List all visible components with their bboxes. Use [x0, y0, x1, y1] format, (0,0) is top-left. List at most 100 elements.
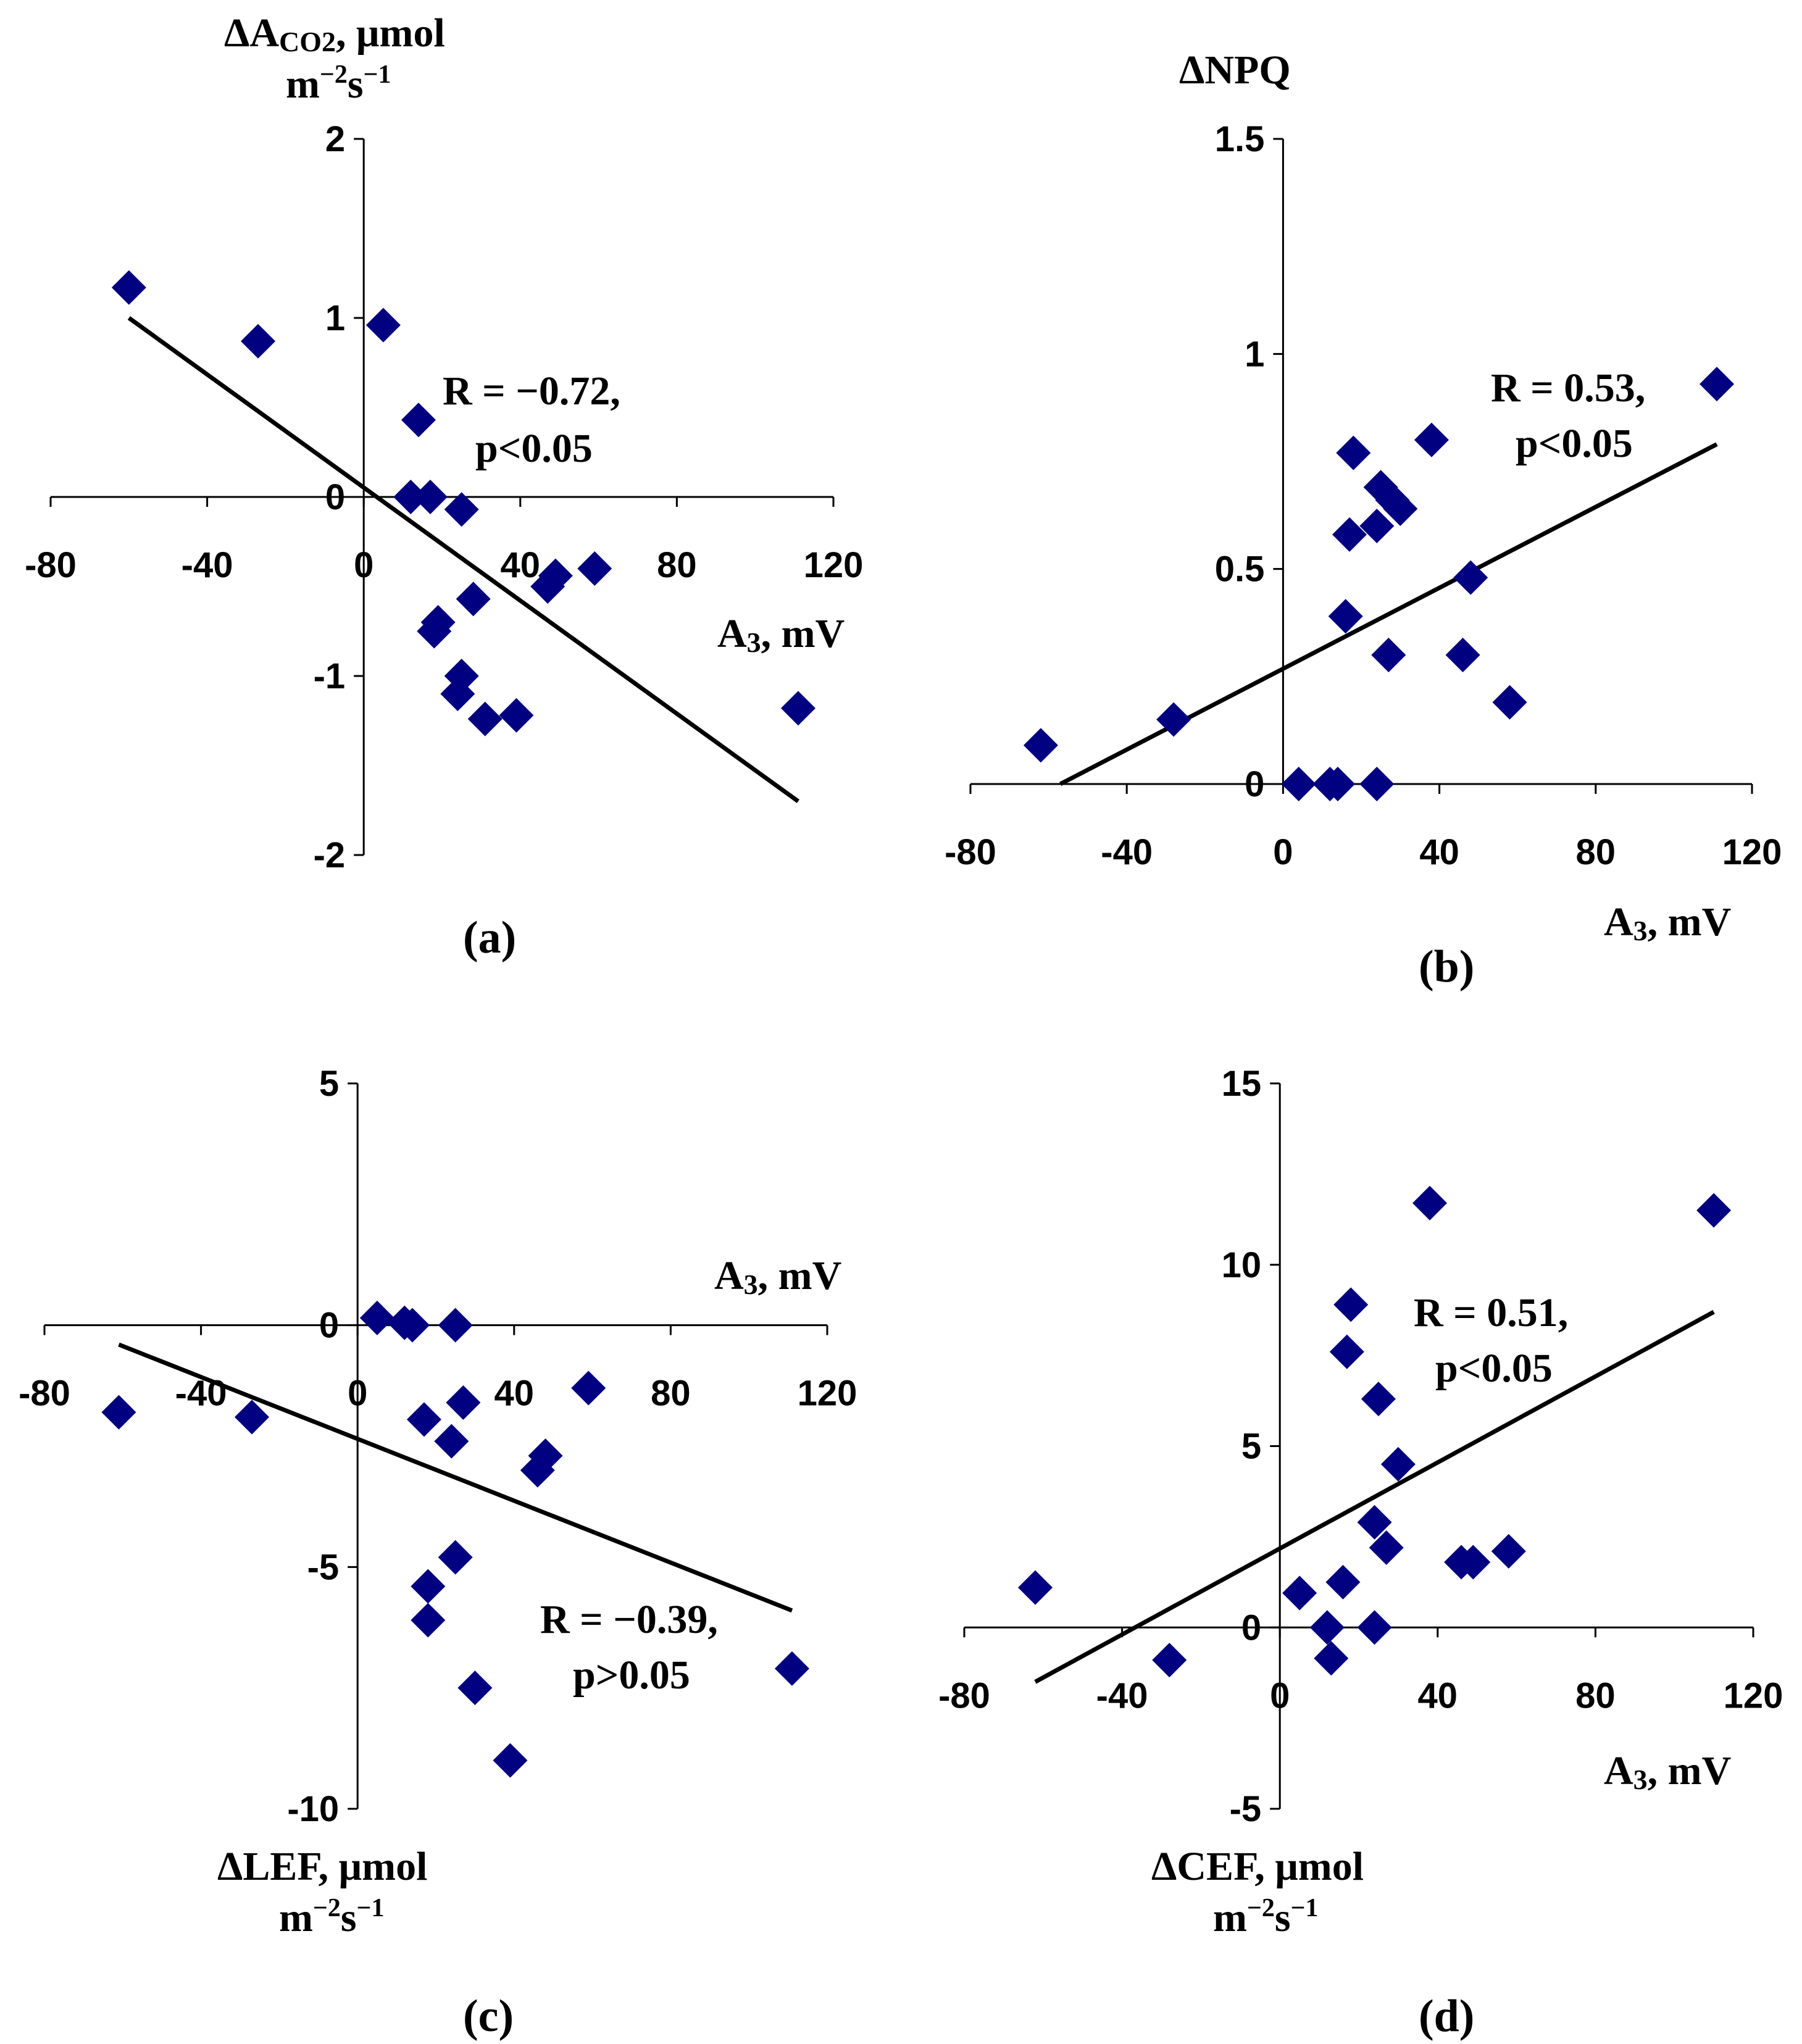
- data-point: [444, 492, 479, 527]
- panel-d: -80 -40 0 40 80 120 -5 0 5 10 15 A3, mV ΔCEF, μmol…: [938, 1064, 1783, 2042]
- x-tick-label: -40: [1096, 1675, 1148, 1716]
- panel-c: -80 -40 0 40 80 120-10-505 A3, mV ΔLEF, μmol …: [19, 1064, 857, 2042]
- x-tick-label: 0: [348, 1374, 367, 1414]
- y-tick-label: 1.5: [1215, 119, 1265, 159]
- data-point: [1456, 1545, 1491, 1580]
- y-axis-label-line2: m−2s−1: [1213, 1894, 1319, 1940]
- data-point: [111, 270, 146, 305]
- x-tick-label: -40: [1101, 832, 1153, 872]
- regression-line: [118, 1342, 793, 1613]
- y-tick-label: -10: [287, 1789, 339, 1829]
- x-tick-label: -80: [938, 1675, 990, 1716]
- regression-line-group: [118, 1342, 793, 1613]
- panel-b: -80 -40 0 40 80 120 0 0.5 1 1.5 ΔNPQ A3, mV R = 0…: [945, 48, 1782, 992]
- data-point: [440, 677, 475, 711]
- x-tick-label: -40: [181, 545, 233, 585]
- axis-ticks: [963, 1082, 1754, 1810]
- y-tick-label: 0: [1241, 1608, 1261, 1648]
- x-tick-label: 120: [1722, 832, 1782, 872]
- data-point: [1696, 1193, 1732, 1228]
- data-point: [1023, 728, 1058, 763]
- panel-label: (b): [1419, 941, 1474, 992]
- data-point: [1357, 1504, 1392, 1540]
- panel-label: (c): [463, 1991, 514, 2042]
- data-point: [1445, 638, 1480, 672]
- tick-labels: -80 -40 0 40 80 120 -2 -1 0 1 2: [25, 119, 863, 875]
- data-point: [1369, 1530, 1404, 1565]
- data-point: [1380, 1446, 1416, 1482]
- x-tick-label: 0: [354, 545, 373, 585]
- annotation-r-value: R = −0.72,: [443, 369, 620, 414]
- data-point: [1412, 1185, 1448, 1220]
- y-tick-label: -1: [314, 656, 346, 696]
- data-point: [411, 1603, 446, 1638]
- data-point: [780, 691, 815, 726]
- data-point: [1359, 767, 1395, 801]
- data-point: [1282, 1575, 1317, 1611]
- x-tick-label: -40: [175, 1374, 227, 1414]
- data-point: [1453, 560, 1488, 595]
- data-point: [1325, 1564, 1361, 1600]
- data-point: [1152, 1643, 1187, 1678]
- x-axis-label: A3, mV: [717, 611, 845, 658]
- y-axis-label-line1: ΔCEF, μmol: [1151, 1844, 1364, 1889]
- data-point: [411, 1569, 446, 1604]
- data-points: [111, 270, 815, 736]
- data-point: [1332, 517, 1367, 552]
- panel-label: (a): [463, 912, 516, 963]
- data-point: [1320, 767, 1356, 801]
- data-point: [1357, 1610, 1392, 1645]
- data-point: [1281, 767, 1316, 801]
- x-tick-label: 120: [804, 545, 864, 585]
- data-point: [412, 480, 448, 514]
- y-tick-label: 5: [1241, 1427, 1261, 1467]
- x-axis-label: A3, mV: [1604, 899, 1731, 946]
- x-axis-label: A3, mV: [714, 1253, 841, 1300]
- data-point: [1359, 509, 1395, 543]
- y-axis-label: ΔNPQ: [1179, 48, 1291, 93]
- data-point: [417, 614, 452, 649]
- data-points: [1023, 367, 1735, 801]
- x-tick-label: 0: [1273, 832, 1293, 872]
- regression-line-group: [1034, 1310, 1715, 1684]
- x-tick-label: 80: [1575, 1675, 1616, 1716]
- tick-labels: -80 -40 0 40 80 120 -10 -5 0 5: [19, 1064, 857, 1829]
- annotation-r-value: R = −0.39,: [540, 1597, 718, 1642]
- y-axis-label-line2: m−2s−1: [279, 1894, 385, 1940]
- y-axis-label-line1: ΔLEF, μmol: [217, 1844, 427, 1889]
- data-points: [101, 1300, 809, 1778]
- data-point: [393, 480, 428, 514]
- data-point: [446, 1385, 481, 1420]
- x-axis-label: A3, mV: [1604, 1748, 1731, 1795]
- data-point: [1018, 1570, 1053, 1605]
- data-point: [571, 1370, 606, 1406]
- data-point: [434, 1424, 469, 1459]
- annotation-p-value: p<0.05: [1516, 421, 1633, 466]
- x-tick-label: -80: [945, 832, 996, 872]
- annotation-r-value: R = 0.53,: [1491, 365, 1645, 411]
- data-point: [394, 1308, 430, 1343]
- x-tick-label: 80: [651, 1374, 691, 1414]
- x-tick-label: 80: [1576, 832, 1616, 872]
- tick-labels: -80 -40 0 40 80 120 0 0.5 1 1.5: [945, 119, 1782, 872]
- x-tick-label: 40: [1419, 832, 1459, 872]
- data-point: [467, 701, 503, 736]
- y-tick-label: -5: [307, 1547, 340, 1587]
- data-point: [1156, 702, 1191, 737]
- annotation-p-value: p<0.05: [475, 426, 593, 471]
- annotation-p-value: p>0.05: [573, 1653, 690, 1698]
- y-tick-label: 0.5: [1215, 549, 1265, 590]
- data-point: [359, 1300, 394, 1335]
- regression-line: [127, 316, 799, 803]
- x-tick-label: -80: [19, 1374, 70, 1414]
- x-tick-label: 0: [1270, 1675, 1290, 1716]
- annotation-p-value: p<0.05: [1435, 1346, 1553, 1391]
- annotation-r-value: R = 0.51,: [1414, 1290, 1568, 1335]
- y-tick-label: 15: [1222, 1064, 1262, 1104]
- data-point: [774, 1651, 809, 1686]
- data-point: [365, 307, 401, 343]
- data-point: [1371, 638, 1406, 672]
- y-tick-label: -2: [314, 835, 346, 875]
- panel-label: (d): [1419, 1991, 1474, 2042]
